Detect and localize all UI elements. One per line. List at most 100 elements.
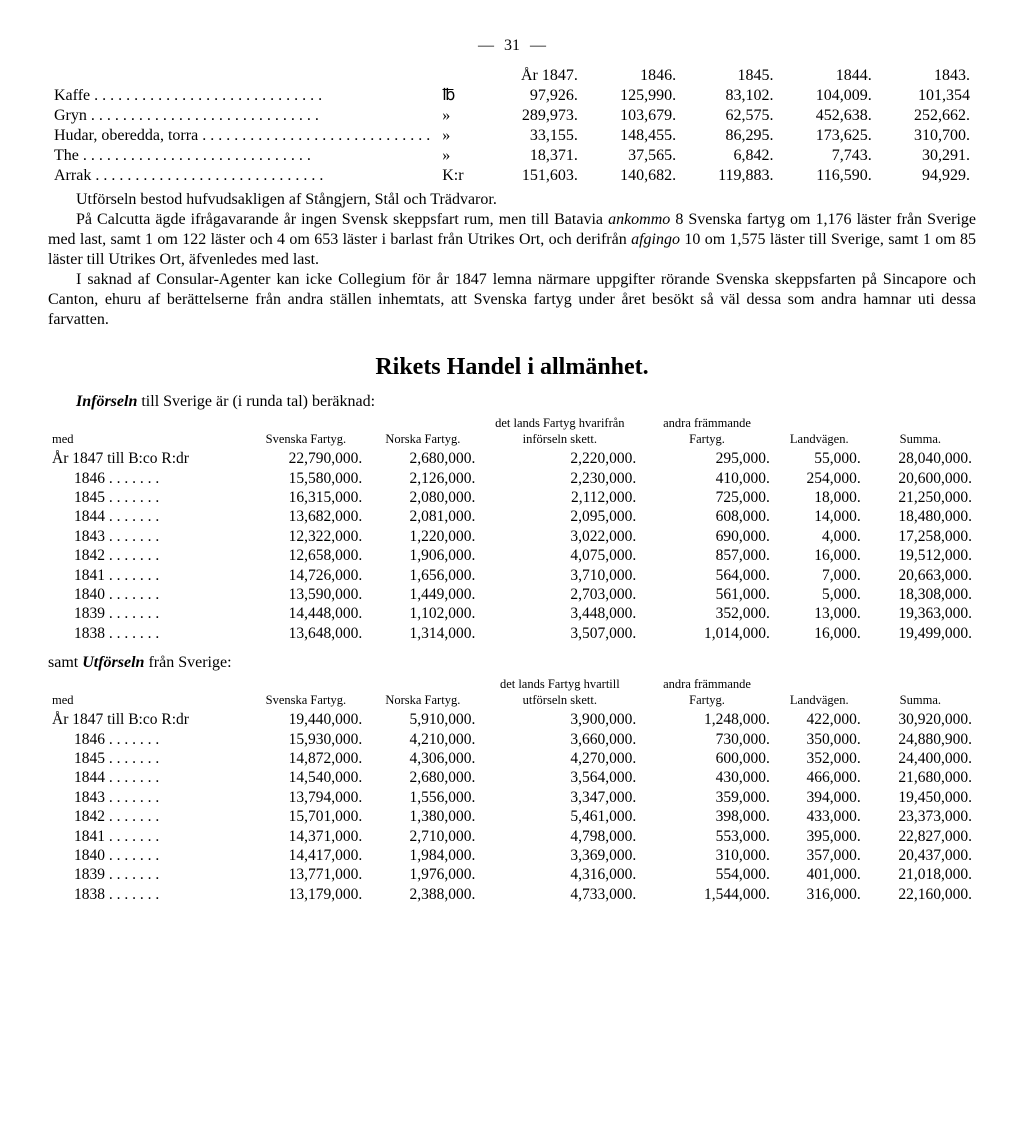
value-cell: 1,102,000. — [366, 604, 479, 623]
year-cell: 1841 . . . . . . . — [48, 566, 246, 585]
value-cell: 1,314,000. — [366, 624, 479, 643]
value-cell: 2,081,000. — [366, 507, 479, 526]
value-cell: 295,000. — [640, 449, 774, 468]
value-cell: 452,638. — [779, 106, 877, 126]
value-cell: 17,258,000. — [865, 527, 976, 546]
value-cell: 1,449,000. — [366, 585, 479, 604]
table-row: 1843 . . . . . . .13,794,000.1,556,000.3… — [48, 788, 976, 807]
value-cell: 401,000. — [774, 865, 865, 884]
value-cell: 7,743. — [779, 146, 877, 166]
value-cell: 398,000. — [640, 807, 774, 826]
value-cell: 3,022,000. — [479, 527, 640, 546]
value-cell: 4,270,000. — [479, 749, 640, 768]
value-cell: 2,388,000. — [366, 885, 479, 904]
value-cell: 357,000. — [774, 846, 865, 865]
value-cell: 1,220,000. — [366, 527, 479, 546]
table-row: 1840 . . . . . . .13,590,000.1,449,000.2… — [48, 585, 976, 604]
value-cell: 18,371. — [484, 146, 584, 166]
value-cell: 83,102. — [682, 86, 779, 106]
year-header: 1844. — [779, 66, 877, 86]
value-cell: 14,540,000. — [246, 768, 367, 787]
value-cell: 1,380,000. — [366, 807, 479, 826]
value-cell: 2,680,000. — [366, 768, 479, 787]
value-cell: 252,662. — [878, 106, 976, 126]
year-cell: 1844 . . . . . . . — [48, 507, 246, 526]
section-heading: Rikets Handel i allmänhet. — [48, 352, 976, 382]
value-cell: 5,461,000. — [479, 807, 640, 826]
value-cell: 1,544,000. — [640, 885, 774, 904]
commodity-header-row: År 1847. 1846. 1845. 1844. 1843. — [48, 66, 976, 86]
table-row: År 1847 till B:co R:dr19,440,000.5,910,0… — [48, 710, 976, 729]
year-cell: 1841 . . . . . . . — [48, 827, 246, 846]
table-row: 1839 . . . . . . .13,771,000.1,976,000.4… — [48, 865, 976, 884]
value-cell: 352,000. — [774, 749, 865, 768]
value-cell: 422,000. — [774, 710, 865, 729]
value-cell: 15,930,000. — [246, 730, 367, 749]
paragraph: Utförseln bestod hufvudsakligen af Stång… — [48, 190, 976, 210]
value-cell: 15,701,000. — [246, 807, 367, 826]
trade-header-row: med Svenska Fartyg. Norska Fartyg. det l… — [48, 416, 976, 449]
commodity-label: Arrak — [48, 166, 436, 186]
table-row: Gryn»289,973.103,679.62,575.452,638.252,… — [48, 106, 976, 126]
unit-cell: » — [436, 106, 484, 126]
unit-cell: » — [436, 146, 484, 166]
table-row: 1846 . . . . . . .15,930,000.4,210,000.3… — [48, 730, 976, 749]
value-cell: 1,556,000. — [366, 788, 479, 807]
value-cell: 433,000. — [774, 807, 865, 826]
year-header: 1843. — [878, 66, 976, 86]
table-row: 1838 . . . . . . .13,179,000.2,388,000.4… — [48, 885, 976, 904]
table-row: 1838 . . . . . . .13,648,000.1,314,000.3… — [48, 624, 976, 643]
col-header: Landvägen. — [774, 416, 865, 449]
value-cell: 1,984,000. — [366, 846, 479, 865]
value-cell: 3,710,000. — [479, 566, 640, 585]
year-cell: 1845 . . . . . . . — [48, 488, 246, 507]
value-cell: 3,660,000. — [479, 730, 640, 749]
value-cell: 21,250,000. — [865, 488, 976, 507]
value-cell: 55,000. — [774, 449, 865, 468]
value-cell: 289,973. — [484, 106, 584, 126]
value-cell: 359,000. — [640, 788, 774, 807]
value-cell: 13,682,000. — [246, 507, 367, 526]
value-cell: 2,710,000. — [366, 827, 479, 846]
value-cell: 564,000. — [640, 566, 774, 585]
commodity-label: Kaffe — [48, 86, 436, 106]
value-cell: 4,733,000. — [479, 885, 640, 904]
value-cell: 430,000. — [640, 768, 774, 787]
year-cell: 1842 . . . . . . . — [48, 546, 246, 565]
paragraph: På Calcutta ägde ifrågavarande år ingen … — [48, 210, 976, 270]
value-cell: 1,906,000. — [366, 546, 479, 565]
value-cell: 2,680,000. — [366, 449, 479, 468]
value-cell: 14,448,000. — [246, 604, 367, 623]
value-cell: 33,155. — [484, 126, 584, 146]
year-cell: 1843 . . . . . . . — [48, 788, 246, 807]
col-header: Norska Fartyg. — [366, 416, 479, 449]
value-cell: 352,000. — [640, 604, 774, 623]
value-cell: 22,827,000. — [865, 827, 976, 846]
year-cell: 1846 . . . . . . . — [48, 469, 246, 488]
value-cell: 394,000. — [774, 788, 865, 807]
value-cell: 23,373,000. — [865, 807, 976, 826]
value-cell: 13,590,000. — [246, 585, 367, 604]
unit-cell: » — [436, 126, 484, 146]
value-cell: 86,295. — [682, 126, 779, 146]
table-row: 1844 . . . . . . .13,682,000.2,081,000.2… — [48, 507, 976, 526]
value-cell: 18,308,000. — [865, 585, 976, 604]
col-header: Summa. — [865, 416, 976, 449]
value-cell: 19,440,000. — [246, 710, 367, 729]
value-cell: 410,000. — [640, 469, 774, 488]
value-cell: 608,000. — [640, 507, 774, 526]
value-cell: 4,306,000. — [366, 749, 479, 768]
value-cell: 553,000. — [640, 827, 774, 846]
value-cell: 148,455. — [584, 126, 682, 146]
value-cell: 725,000. — [640, 488, 774, 507]
value-cell: 554,000. — [640, 865, 774, 884]
table-row: 1840 . . . . . . .14,417,000.1,984,000.3… — [48, 846, 976, 865]
year-cell: År 1847 till B:co R:dr — [48, 710, 246, 729]
year-cell: 1839 . . . . . . . — [48, 865, 246, 884]
value-cell: 13,179,000. — [246, 885, 367, 904]
col-header: Svenska Fartyg. — [246, 677, 367, 710]
value-cell: 14,371,000. — [246, 827, 367, 846]
value-cell: 4,316,000. — [479, 865, 640, 884]
value-cell: 125,990. — [584, 86, 682, 106]
value-cell: 316,000. — [774, 885, 865, 904]
